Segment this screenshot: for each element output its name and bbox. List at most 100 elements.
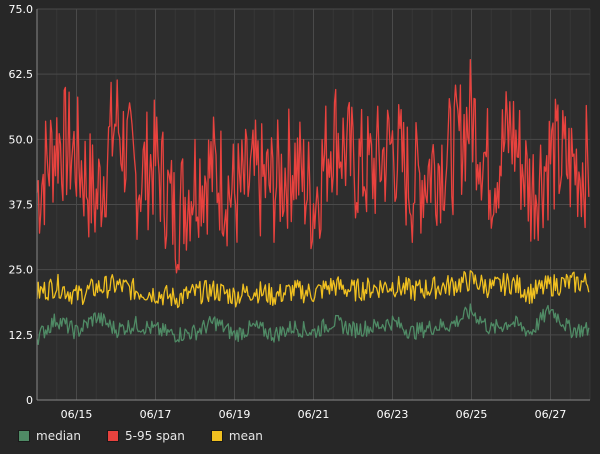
data-point: [253, 290, 255, 292]
data-point: [392, 321, 394, 323]
data-point: [135, 180, 137, 182]
data-point: [194, 175, 196, 177]
data-point: [214, 321, 216, 323]
data-point: [313, 331, 315, 333]
data-point: [510, 282, 512, 284]
data-point: [174, 334, 176, 336]
data-point: [372, 287, 374, 289]
data-point: [135, 324, 137, 326]
data-point: [451, 324, 453, 326]
data-point: [115, 285, 117, 287]
median-swatch: [18, 430, 30, 442]
data-point: [313, 201, 315, 203]
data-point: [431, 326, 433, 328]
legend-item-span[interactable]: 5-95 span: [106, 429, 185, 443]
data-point: [372, 326, 374, 328]
data-point: [411, 290, 413, 292]
data-point: [332, 285, 334, 287]
x-tick-label: 06/27: [535, 408, 567, 421]
data-point: [174, 217, 176, 219]
data-point: [76, 331, 78, 333]
span-swatch: [106, 430, 119, 442]
data-point: [510, 128, 512, 130]
data-point: [293, 290, 295, 292]
data-point: [293, 326, 295, 328]
data-point: [273, 185, 275, 187]
data-point: [56, 285, 58, 287]
data-point: [431, 165, 433, 167]
data-point: [352, 165, 354, 167]
data-point: [155, 292, 157, 294]
data-point: [392, 144, 394, 146]
y-tick-label: 37.5: [9, 199, 34, 212]
data-point: [490, 287, 492, 289]
data-point: [115, 329, 117, 331]
data-point: [135, 290, 137, 292]
data-point: [76, 295, 78, 297]
series-line-median: [36, 303, 590, 346]
x-tick-label: 06/17: [140, 408, 172, 421]
data-point: [155, 329, 157, 331]
data-point: [471, 311, 473, 313]
data-point: [431, 287, 433, 289]
grid: [36, 8, 591, 401]
data-point: [56, 139, 58, 141]
data-point: [332, 128, 334, 130]
legend-label-mean: mean: [228, 429, 263, 443]
y-tick-label: 0: [26, 394, 33, 407]
data-point: [332, 321, 334, 323]
data-point: [95, 287, 97, 289]
y-tick-label: 50.0: [9, 133, 34, 146]
data-point: [234, 334, 236, 336]
y-tick-label: 25.0: [9, 264, 34, 277]
axis-labels: 0 12.5 25.0 37.5 50.0 62.5 75.0 06/15 06/17 06/19…: [9, 3, 590, 421]
data-point: [234, 295, 236, 297]
data-point: [174, 298, 176, 300]
data-point: [273, 334, 275, 336]
data-point: [550, 154, 552, 156]
data-point: [352, 290, 354, 292]
data-point: [451, 285, 453, 287]
data-point: [214, 290, 216, 292]
data-point: [451, 154, 453, 156]
data-point: [530, 292, 532, 294]
data-point: [550, 308, 552, 310]
legend: median 5-95 span mean: [18, 429, 263, 443]
series-line-mean: [36, 270, 590, 309]
data-point: [569, 282, 571, 284]
x-tick-label: 06/23: [377, 408, 409, 421]
x-tick-label: 06/19: [219, 408, 251, 421]
x-tick-label: 06/21: [298, 408, 330, 421]
data-point: [293, 159, 295, 161]
data-point: [490, 329, 492, 331]
data-point: [56, 318, 58, 320]
data-point: [471, 112, 473, 114]
data-point: [569, 329, 571, 331]
data-point: [411, 331, 413, 333]
data-point: [510, 321, 512, 323]
data-point: [530, 331, 532, 333]
data-point: [530, 191, 532, 193]
series-line-5-95-span: [36, 59, 590, 274]
data-point: [550, 285, 552, 287]
y-tick-label: 12.5: [9, 329, 34, 342]
mean-swatch: [210, 430, 223, 442]
data-point: [95, 201, 97, 203]
data-point: [234, 196, 236, 198]
y-tick-label: 62.5: [9, 68, 34, 81]
series-layer: [36, 59, 590, 346]
data-point: [194, 292, 196, 294]
data-point: [392, 285, 394, 287]
x-tick-label: 06/15: [61, 408, 93, 421]
legend-label-span: 5-95 span: [124, 429, 185, 443]
legend-item-mean[interactable]: mean: [210, 429, 263, 443]
data-point: [214, 170, 216, 172]
data-point: [194, 331, 196, 333]
data-point: [411, 185, 413, 187]
legend-label-median: median: [36, 429, 81, 443]
data-point: [313, 292, 315, 294]
data-point: [155, 159, 157, 161]
legend-item-median[interactable]: median: [18, 429, 81, 443]
